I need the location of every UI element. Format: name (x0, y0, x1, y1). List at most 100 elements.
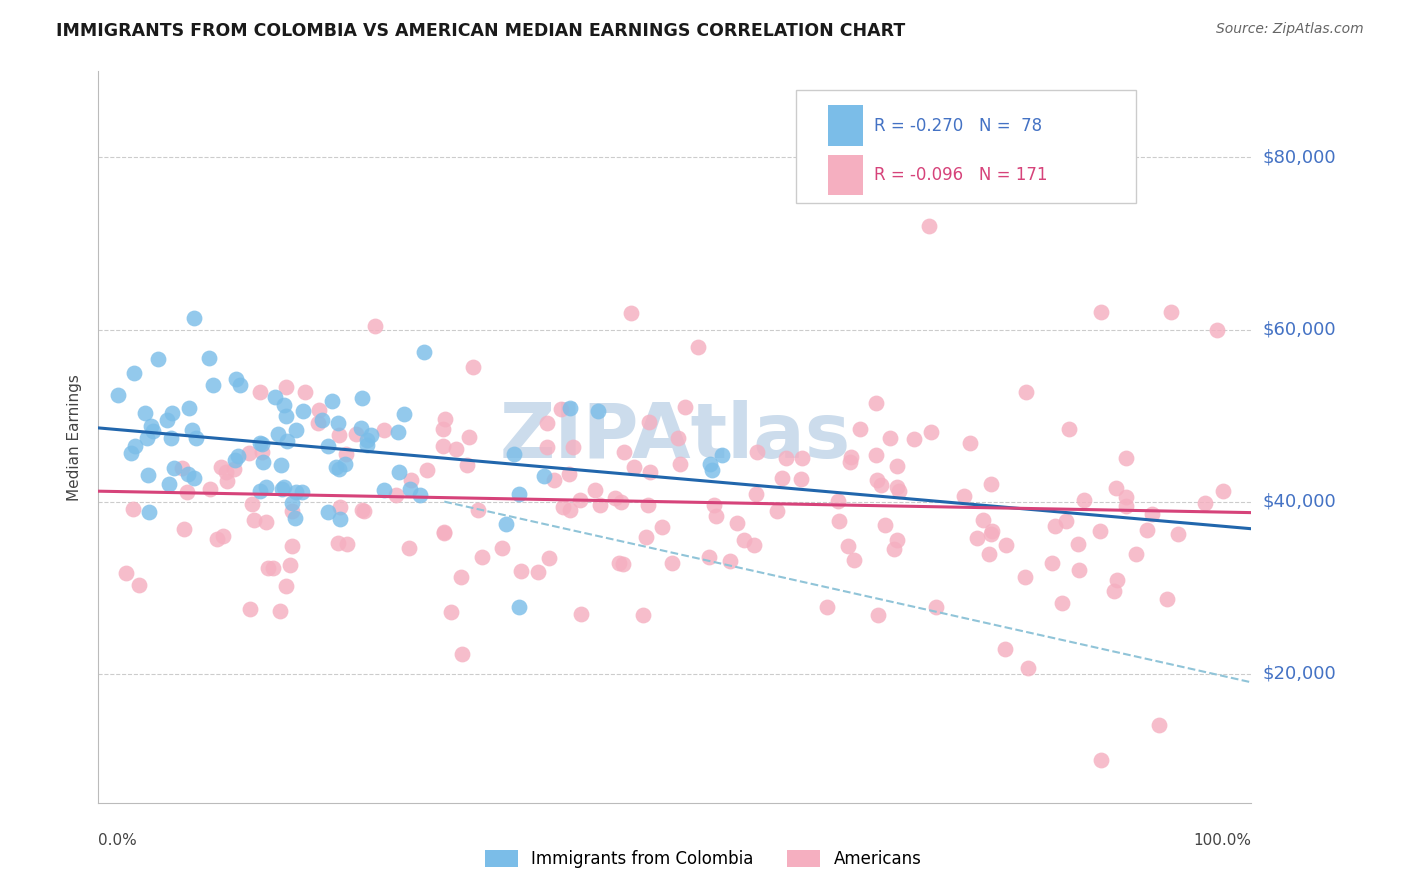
Point (733, 533, 755, 547)
Point (1015, 385, 1038, 400)
Y-axis label: Median Earnings: Median Earnings (66, 374, 82, 500)
Point (432, 439, 454, 453)
Point (228, 378, 250, 392)
Point (238, 446, 260, 460)
Point (868, 608, 890, 623)
Point (249, 436, 271, 450)
Point (138, 505, 160, 519)
Point (839, 450, 862, 464)
Point (226, 449, 249, 463)
Point (1147, 718, 1170, 732)
Point (620, 306, 643, 320)
Point (697, 549, 720, 564)
Point (1105, 481, 1128, 495)
Point (471, 550, 494, 565)
Point (461, 359, 484, 374)
Point (952, 489, 974, 503)
Text: $40,000: $40,000 (1263, 492, 1336, 510)
Point (284, 511, 307, 525)
Point (1115, 490, 1137, 504)
Point (350, 391, 373, 405)
Point (503, 447, 526, 461)
Point (1205, 322, 1227, 336)
Point (225, 371, 247, 385)
Point (205, 532, 228, 546)
Point (770, 471, 793, 485)
Point (873, 518, 896, 533)
Point (329, 512, 352, 526)
Text: Source: ZipAtlas.com: Source: ZipAtlas.com (1216, 22, 1364, 37)
Point (1090, 753, 1112, 767)
Point (224, 452, 246, 467)
Point (686, 340, 709, 354)
Bar (828, 155, 863, 195)
Point (508, 486, 530, 500)
Point (879, 431, 901, 445)
Point (1212, 483, 1234, 498)
Point (316, 439, 339, 453)
Point (173, 522, 195, 536)
Text: R = -0.270   N =  78: R = -0.270 N = 78 (875, 117, 1042, 135)
Point (346, 427, 368, 442)
Point (122, 366, 145, 380)
Text: $20,000: $20,000 (1263, 665, 1336, 682)
Point (267, 427, 290, 442)
Point (124, 439, 146, 453)
Point (181, 424, 204, 438)
Point (568, 493, 591, 508)
Point (560, 401, 582, 415)
Text: ZIPAtlas: ZIPAtlas (499, 401, 851, 474)
Point (157, 477, 180, 491)
Point (533, 468, 555, 483)
Point (980, 476, 1002, 491)
Point (198, 351, 221, 366)
Point (538, 550, 561, 565)
Point (980, 527, 1002, 541)
Point (278, 558, 301, 573)
Point (333, 457, 356, 471)
Point (605, 491, 627, 506)
Point (1043, 519, 1066, 533)
Point (432, 422, 454, 436)
Point (886, 480, 908, 494)
Point (136, 431, 159, 445)
Point (408, 488, 430, 502)
Point (1115, 451, 1137, 466)
Point (202, 377, 225, 392)
Point (222, 462, 245, 476)
Point (134, 406, 156, 420)
Point (745, 486, 768, 500)
Point (703, 498, 725, 512)
Point (136, 467, 159, 482)
Point (612, 557, 634, 571)
Point (631, 607, 654, 622)
Point (450, 648, 472, 662)
FancyBboxPatch shape (796, 90, 1136, 203)
Text: $80,000: $80,000 (1263, 148, 1336, 167)
Point (1088, 524, 1111, 538)
Point (491, 541, 513, 555)
Point (1090, 305, 1112, 319)
Point (673, 400, 696, 414)
Point (176, 485, 198, 500)
Point (607, 556, 630, 570)
Point (326, 417, 349, 431)
Point (433, 525, 456, 540)
Point (107, 387, 129, 401)
Point (1115, 499, 1137, 513)
Point (609, 495, 631, 509)
Point (240, 497, 263, 511)
Point (887, 484, 910, 499)
Point (1107, 574, 1129, 588)
Point (742, 537, 765, 551)
Point (156, 413, 179, 427)
Point (789, 472, 811, 486)
Point (569, 607, 592, 621)
Point (979, 547, 1001, 561)
Point (817, 599, 839, 614)
Point (959, 435, 981, 450)
Point (527, 566, 550, 580)
Point (550, 402, 572, 417)
Point (114, 566, 136, 580)
Point (399, 482, 422, 496)
